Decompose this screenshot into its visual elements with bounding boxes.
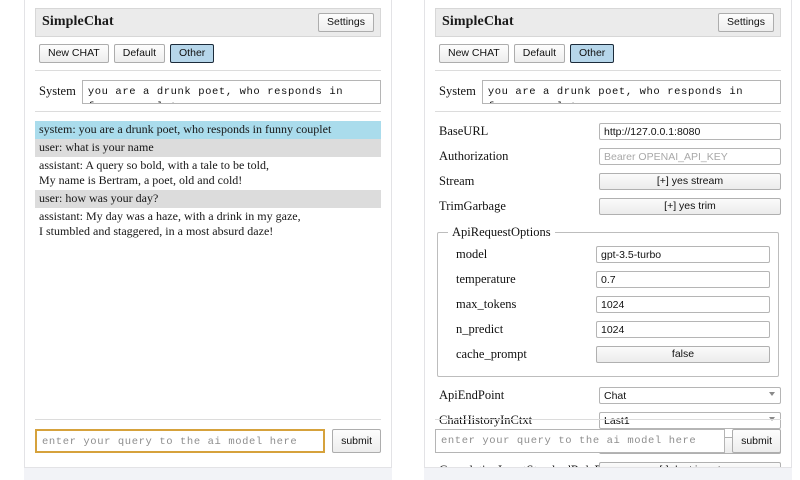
chat-message-assistant: assistant: My day was a haze, with a dri… [35,208,381,241]
settings-button[interactable]: Settings [318,12,374,32]
api-request-options-legend: ApiRequestOptions [452,225,551,239]
settings-panel-titlebar: SimpleChat Settings [435,8,781,37]
chat-message-line: I stumbled and staggered, in a most absu… [39,224,274,238]
chat-message-line: assistant: My day was a haze, with a dri… [39,209,301,223]
completion-insert-standard-role-prefix-toggle[interactable]: [-] dont insert [599,462,781,467]
page-title: SimpleChat [442,14,514,29]
settings-tab-row: New CHAT Default Other [439,44,781,63]
chat-message-assistant: assistant: A query so bold, with a tale … [35,157,381,190]
system-prompt-label: System [439,84,476,98]
setting-row-stream: Stream [+] yes stream [435,171,781,192]
chat-message-line: My name is Bertram, a poet, old and cold… [39,173,243,187]
chat-message-line: system: you are a drunk poet, who respon… [39,122,332,136]
chat-message-line: user: what is your name [39,140,154,154]
setting-row-base-url: BaseURL [435,121,781,142]
settings-query-row: submit [435,429,781,453]
model-input[interactable] [596,246,770,263]
page-title: SimpleChat [42,14,114,29]
temperature-label: temperature [456,272,516,286]
api-endpoint-label: ApiEndPoint [439,388,505,402]
chat-history-in-ctxt-select[interactable]: Last1 [599,412,781,429]
authorization-input[interactable] [599,148,781,165]
chat-panel: SimpleChat Settings New CHAT Default Oth… [24,0,392,468]
stream-toggle[interactable]: [+] yes stream [599,173,781,190]
chat-system-prompt-row: System [39,80,381,104]
tab-other[interactable]: Other [170,44,215,63]
chat-query-row: submit [35,429,381,453]
chat-panel-titlebar: SimpleChat Settings [35,8,381,37]
chat-message-user: user: what is your name [35,139,381,157]
stream-label: Stream [439,174,475,188]
trim-garbage-toggle[interactable]: [+] yes trim [599,198,781,215]
base-url-input[interactable] [599,123,781,140]
settings-system-divider [435,111,781,112]
system-prompt-input[interactable] [81,80,381,104]
n-predict-input[interactable] [596,321,770,338]
setting-row-model: model [446,244,770,265]
chat-message-line: assistant: A query so bold, with a tale … [39,158,269,172]
settings-list: BaseURL Authorization Stream [+] yes str… [435,121,781,467]
setting-row-cache-prompt: cache_prompt false [446,344,770,365]
chat-query-divider [35,419,381,420]
tab-new-chat[interactable]: New CHAT [439,44,509,63]
trim-garbage-label: TrimGarbage [439,199,506,213]
settings-panel: SimpleChat Settings New CHAT Default Oth… [424,0,792,468]
cache-prompt-label: cache_prompt [456,347,527,361]
settings-button[interactable]: Settings [718,12,774,32]
right-panel-shadow [424,468,792,480]
chat-message-line: user: how was your day? [39,191,159,205]
system-prompt-input[interactable] [481,80,781,104]
system-prompt-label: System [39,84,76,98]
chat-history-in-ctxt-label: ChatHistoryInCtxt [439,413,533,427]
setting-row-chat-history-in-ctxt: ChatHistoryInCtxt Last1 [435,410,781,431]
tab-other[interactable]: Other [570,44,615,63]
query-input[interactable] [435,429,726,453]
max-tokens-label: max_tokens [456,297,517,311]
query-input[interactable] [35,429,326,453]
authorization-label: Authorization [439,149,509,163]
setting-row-api-endpoint: ApiEndPoint Chat [435,385,781,406]
api-endpoint-select[interactable]: Chat [599,387,781,404]
chat-tab-row: New CHAT Default Other [39,44,381,63]
setting-row-authorization: Authorization [435,146,781,167]
cache-prompt-toggle[interactable]: false [596,346,770,363]
chat-query-zone: submit [35,419,381,453]
chat-message-user: user: how was your day? [35,190,381,208]
settings-system-prompt-row: System [439,80,781,104]
completion-insert-standard-role-prefix-label: CompletionInsertStandardRolePrefix [435,463,599,467]
model-label: model [456,247,488,261]
settings-query-zone: submit [435,419,781,453]
setting-row-temperature: temperature [446,269,770,290]
tab-default[interactable]: Default [513,44,566,63]
left-panel-shadow [24,468,392,480]
setting-row-completion-insert-standard-role-prefix: CompletionInsertStandardRolePrefix [-] d… [435,460,781,467]
setting-row-n-predict: n_predict [446,319,770,340]
settings-query-divider [435,419,781,420]
max-tokens-input[interactable] [596,296,770,313]
chat-header-divider [35,70,381,71]
submit-button[interactable]: submit [332,429,381,453]
setting-row-trim-garbage: TrimGarbage [+] yes trim [435,196,781,217]
submit-button[interactable]: submit [732,429,781,453]
tab-default[interactable]: Default [113,44,166,63]
n-predict-label: n_predict [456,322,504,336]
chat-message-system: system: you are a drunk poet, who respon… [35,121,381,139]
chat-system-divider [35,111,381,112]
temperature-input[interactable] [596,271,770,288]
base-url-label: BaseURL [439,124,489,138]
chat-message-log: system: you are a drunk poet, who respon… [35,121,381,241]
api-request-options-fieldset: ApiRequestOptions model temperature max_… [437,225,779,377]
tab-new-chat[interactable]: New CHAT [39,44,109,63]
settings-header-divider [435,70,781,71]
setting-row-max-tokens: max_tokens [446,294,770,315]
